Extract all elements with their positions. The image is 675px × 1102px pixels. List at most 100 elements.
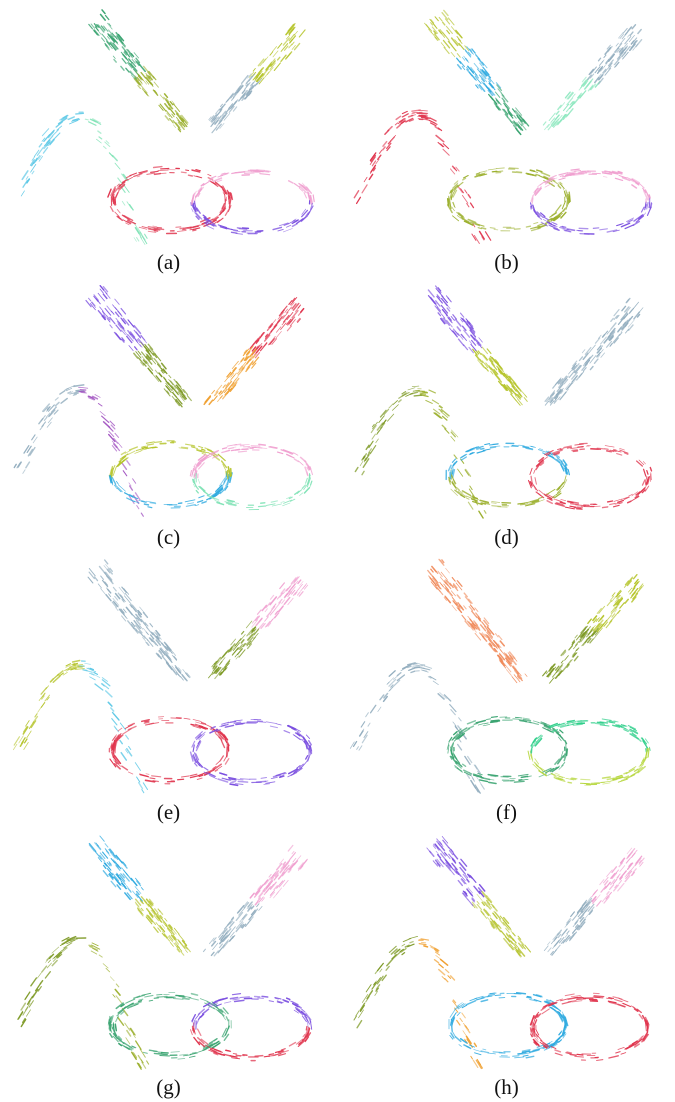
flow-arrow-glyph xyxy=(477,359,485,368)
flow-arrow-glyph xyxy=(627,724,636,730)
flow-arrow-glyph xyxy=(220,387,227,395)
flow-arrow-glyph xyxy=(533,484,539,492)
flow-arrow-glyph xyxy=(480,910,485,916)
flow-arrow-glyph xyxy=(261,68,269,77)
flow-arrow-glyph xyxy=(99,306,104,312)
flow-arrow-glyph xyxy=(379,968,383,973)
flow-arrow-glyph xyxy=(17,1011,24,1020)
flow-arrow-glyph xyxy=(304,1032,312,1042)
flow-arrow-glyph xyxy=(488,638,495,647)
flow-arrow-glyph xyxy=(226,744,228,751)
flow-arrow-glyph xyxy=(301,1008,306,1013)
flow-arrow-glyph xyxy=(560,390,564,394)
flow-arrow-glyph xyxy=(199,1013,205,1018)
flow-arrow-glyph xyxy=(147,903,155,913)
flow-arrow-glyph xyxy=(168,374,172,379)
flow-arrow-glyph xyxy=(102,963,109,969)
flow-arrow-glyph xyxy=(613,314,618,321)
flow-arrow-glyph xyxy=(598,75,603,80)
flow-arrow-glyph xyxy=(227,721,237,724)
flow-arrow-glyph xyxy=(115,317,121,325)
flow-arrow-glyph xyxy=(576,506,583,509)
flow-arrow-glyph xyxy=(140,334,146,341)
flow-arrow-glyph xyxy=(121,179,127,184)
flow-arrow-glyph xyxy=(376,430,380,434)
flow-arrow-glyph xyxy=(296,768,303,773)
flow-arrow-glyph xyxy=(111,601,118,608)
flow-arrow-glyph xyxy=(442,148,450,156)
flow-arrow-glyph xyxy=(120,608,125,614)
flow-arrow-glyph xyxy=(121,57,127,65)
flow-arrow-glyph xyxy=(541,767,552,773)
flow-arrow-glyph xyxy=(562,479,568,488)
flow-arrow-glyph xyxy=(550,397,555,403)
flow-arrow-glyph xyxy=(602,782,611,785)
flow-arrow-glyph xyxy=(62,671,68,676)
flow-arrow-glyph xyxy=(219,487,224,492)
flow-arrow-glyph xyxy=(112,859,120,867)
flow-arrow-glyph xyxy=(44,694,50,702)
flow-arrow-glyph xyxy=(496,365,503,374)
flow-arrow-glyph xyxy=(556,487,561,491)
flow-arrow-glyph xyxy=(118,734,124,739)
flow-arrow-glyph xyxy=(467,887,473,894)
flow-arrow-glyph xyxy=(452,215,460,222)
flow-arrow-glyph xyxy=(75,112,84,115)
flow-arrow-glyph xyxy=(42,693,46,697)
flow-arrow-glyph xyxy=(215,108,221,115)
flow-arrow-glyph xyxy=(570,995,581,998)
panel-caption: (c) xyxy=(156,525,181,549)
flow-arrow-glyph xyxy=(438,405,442,409)
flow-arrow-glyph xyxy=(282,228,293,233)
flow-arrow-glyph xyxy=(533,209,541,217)
flow-arrow-glyph xyxy=(112,464,116,470)
flow-arrow-glyph xyxy=(94,842,101,851)
flow-arrow-glyph xyxy=(145,360,149,365)
flow-arrow-glyph xyxy=(99,288,104,294)
flow-arrow-glyph xyxy=(617,316,626,326)
flow-arrow-glyph xyxy=(521,1049,531,1052)
flow-arrow-glyph xyxy=(448,476,452,483)
flow-arrow-glyph xyxy=(546,998,551,1002)
flow-arrow-glyph xyxy=(537,223,544,227)
flow-arrow-glyph xyxy=(69,391,80,395)
flow-arrow-glyph xyxy=(481,81,485,86)
flow-arrow-glyph xyxy=(166,654,172,661)
flow-arrow-glyph xyxy=(576,906,583,914)
flow-arrow-glyph xyxy=(301,484,307,490)
flow-arrow-glyph xyxy=(449,1034,454,1040)
flow-arrow-glyph xyxy=(232,367,237,372)
flow-arrow-glyph xyxy=(432,22,438,29)
flow-arrow-glyph xyxy=(130,621,136,627)
flow-arrow-glyph xyxy=(229,783,236,786)
flow-arrow-glyph xyxy=(155,639,162,646)
flow-arrow-glyph xyxy=(57,670,64,676)
flow-arrow-glyph xyxy=(467,873,471,878)
flow-arrow-glyph xyxy=(362,458,370,469)
flow-arrow-glyph xyxy=(497,88,502,94)
flow-arrow-glyph xyxy=(94,394,101,398)
flow-arrow-glyph xyxy=(229,996,239,1000)
flow-arrow-glyph xyxy=(147,225,159,229)
flow-arrow-glyph xyxy=(608,1001,618,1005)
flow-arrow-glyph xyxy=(120,451,127,456)
flow-arrow-glyph xyxy=(125,222,130,226)
flow-arrow-glyph xyxy=(132,614,137,620)
flow-arrow-glyph xyxy=(226,499,235,503)
flow-arrow-glyph xyxy=(148,999,154,1002)
flow-arrow-glyph xyxy=(151,909,156,914)
flow-arrow-glyph xyxy=(128,53,134,59)
flow-arrow-glyph xyxy=(556,383,564,393)
flow-arrow-glyph xyxy=(56,954,61,959)
flow-arrow-glyph xyxy=(265,781,276,784)
flow-arrow-glyph xyxy=(434,412,443,419)
flow-arrow-glyph xyxy=(649,746,651,751)
flow-arrow-glyph xyxy=(443,694,452,702)
flow-arrow-glyph xyxy=(114,734,120,740)
flow-arrow-glyph xyxy=(430,946,439,952)
flow-arrow-glyph xyxy=(270,615,277,623)
flow-arrow-glyph xyxy=(440,853,446,860)
flow-arrow-glyph xyxy=(602,176,608,178)
flow-arrow-glyph xyxy=(135,628,140,634)
flow-arrow-glyph xyxy=(369,156,376,165)
